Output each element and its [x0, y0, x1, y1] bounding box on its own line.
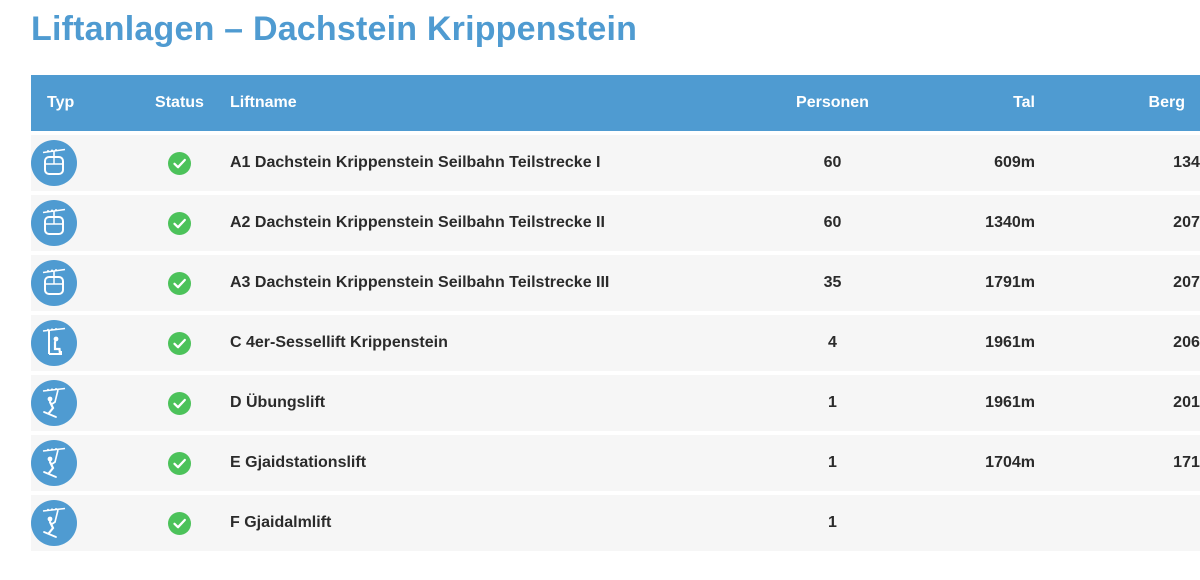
column-header-tal: Tal — [1013, 94, 1035, 111]
cell-personen: 1 — [760, 371, 905, 431]
cell-typ — [31, 131, 129, 191]
status-open-check-icon — [168, 331, 191, 355]
cell-personen: 1 — [760, 491, 905, 551]
column-header-berg: Berg — [1148, 94, 1185, 111]
cell-personen: 1 — [760, 431, 905, 491]
cell-liftname: A1 Dachstein Krippenstein Seilbahn Teils… — [230, 131, 760, 191]
cell-berg: 2079m — [1035, 251, 1200, 311]
cell-berg: 2066m — [1035, 311, 1200, 371]
table-row: A3 Dachstein Krippenstein Seilbahn Teils… — [31, 251, 1200, 311]
cell-typ — [31, 491, 129, 551]
lift-table: Typ Status Liftname Personen Tal Berg A1… — [31, 75, 1200, 551]
cell-tal: 1961m — [905, 371, 1035, 431]
cell-status — [129, 431, 230, 491]
cell-tal — [905, 491, 1035, 551]
cell-berg: 1340m — [1035, 131, 1200, 191]
gondola-icon — [31, 200, 77, 246]
page-title: Liftanlagen – Dachstein Krippenstein — [31, 10, 638, 48]
table-row: D Übungslift11961m2010m — [31, 371, 1200, 431]
surface-lift-icon — [31, 380, 77, 426]
cell-tal: 1961m — [905, 311, 1035, 371]
cell-status — [129, 191, 230, 251]
status-open-check-icon — [168, 451, 191, 475]
cell-personen: 4 — [760, 311, 905, 371]
status-open-check-icon — [168, 151, 191, 175]
cell-typ — [31, 191, 129, 251]
gondola-icon — [31, 140, 77, 186]
cell-tal: 1704m — [905, 431, 1035, 491]
status-open-check-icon — [168, 271, 191, 295]
surface-lift-icon — [31, 440, 77, 486]
cell-tal: 1340m — [905, 191, 1035, 251]
gondola-icon — [31, 260, 77, 306]
cell-status — [129, 311, 230, 371]
status-open-check-icon — [168, 211, 191, 235]
table-header-row: Typ Status Liftname Personen Tal Berg — [31, 75, 1200, 131]
cell-typ — [31, 251, 129, 311]
cell-liftname: A3 Dachstein Krippenstein Seilbahn Teils… — [230, 251, 760, 311]
cell-liftname: F Gjaidalmlift — [230, 491, 760, 551]
table-row: C 4er-Sessellift Krippenstein41961m2066m — [31, 311, 1200, 371]
chairlift-icon — [31, 320, 77, 366]
column-header-liftname: Liftname — [230, 94, 297, 111]
cell-typ — [31, 371, 129, 431]
status-open-check-icon — [168, 391, 191, 415]
cell-personen: 60 — [760, 131, 905, 191]
cell-status — [129, 371, 230, 431]
table-row: A2 Dachstein Krippenstein Seilbahn Teils… — [31, 191, 1200, 251]
cell-liftname: A2 Dachstein Krippenstein Seilbahn Teils… — [230, 191, 760, 251]
table-header: Typ Status Liftname Personen Tal Berg — [31, 75, 1200, 131]
status-open-check-icon — [168, 511, 191, 535]
table-row: E Gjaidstationslift11704m1714m — [31, 431, 1200, 491]
cell-liftname: C 4er-Sessellift Krippenstein — [230, 311, 760, 371]
cell-liftname: D Übungslift — [230, 371, 760, 431]
surface-lift-icon — [31, 500, 77, 546]
column-header-status: Status — [155, 94, 204, 111]
cell-berg — [1035, 491, 1200, 551]
cell-status — [129, 251, 230, 311]
table-row: F Gjaidalmlift 1 — [31, 491, 1200, 551]
cell-typ — [31, 431, 129, 491]
cell-liftname: E Gjaidstationslift — [230, 431, 760, 491]
cell-typ — [31, 311, 129, 371]
cell-personen: 35 — [760, 251, 905, 311]
cell-personen: 60 — [760, 191, 905, 251]
cell-status — [129, 491, 230, 551]
column-header-personen: Personen — [796, 94, 869, 111]
cell-tal: 1791m — [905, 251, 1035, 311]
cell-tal: 609m — [905, 131, 1035, 191]
cell-berg: 1714m — [1035, 431, 1200, 491]
table-body: A1 Dachstein Krippenstein Seilbahn Teils… — [31, 131, 1200, 551]
cell-status — [129, 131, 230, 191]
table-row: A1 Dachstein Krippenstein Seilbahn Teils… — [31, 131, 1200, 191]
cell-berg: 2010m — [1035, 371, 1200, 431]
cell-berg: 2079m — [1035, 191, 1200, 251]
column-header-typ: Typ — [47, 94, 75, 111]
